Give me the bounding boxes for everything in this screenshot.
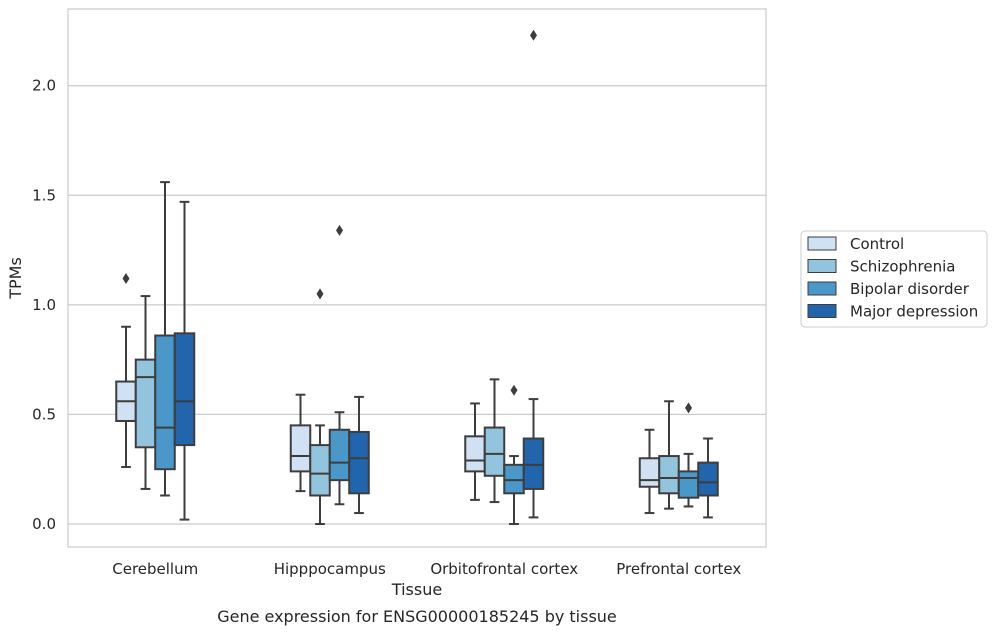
box-body xyxy=(173,332,196,447)
box-1-1 xyxy=(309,288,331,525)
legend-label: Schizophrenia xyxy=(850,258,955,276)
box-body xyxy=(289,424,312,473)
box-1-3 xyxy=(348,395,370,515)
x-tick-labels: Cerebellum Hipppocampus Orbitofrontal cort… xyxy=(112,560,741,578)
legend-label: Major depression xyxy=(850,303,978,321)
box-1-0 xyxy=(289,393,312,493)
outlier-point xyxy=(685,402,692,414)
box-3-2 xyxy=(677,402,700,508)
x-tick-label: Hipppocampus xyxy=(274,560,386,578)
y-tick-label: 1.5 xyxy=(32,186,56,204)
box-body xyxy=(328,428,351,482)
box-body xyxy=(348,430,370,495)
box-2-2 xyxy=(503,384,525,525)
box-body xyxy=(134,358,157,449)
x-axis-label: Tissue xyxy=(391,580,442,599)
x-tick-label: Prefrontal cortex xyxy=(616,560,741,578)
box-3-0 xyxy=(638,428,661,515)
outlier-point xyxy=(530,29,537,41)
box-body xyxy=(309,444,331,497)
box-3-3 xyxy=(697,437,719,519)
y-tick-labels: 0.0 0.5 1.0 1.5 2.0 xyxy=(32,77,56,533)
box-body xyxy=(638,457,661,488)
y-tick-label: 2.0 xyxy=(32,77,56,95)
legend-swatch xyxy=(807,236,837,251)
figure-caption: Gene expression for ENSG00000185245 by t… xyxy=(217,607,617,626)
plot-frame xyxy=(67,8,767,548)
box-2-3 xyxy=(522,29,545,519)
box-body xyxy=(697,461,719,497)
box-body xyxy=(522,437,545,490)
legend-swatch xyxy=(807,304,837,318)
box-0-2 xyxy=(154,181,176,497)
box-0-0 xyxy=(115,273,137,469)
outlier-point xyxy=(122,273,130,285)
box-2-1 xyxy=(483,378,506,504)
outlier-point xyxy=(510,384,518,396)
y-tick-label: 0.0 xyxy=(32,515,56,533)
box-body xyxy=(154,334,176,471)
y-tick-label: 0.5 xyxy=(32,405,56,423)
x-tick-label: Cerebellum xyxy=(112,560,198,578)
outlier-point xyxy=(336,224,343,236)
box-body xyxy=(483,426,506,477)
box-body xyxy=(503,463,525,495)
legend-label: Bipolar disorder xyxy=(850,280,970,298)
box-0-1 xyxy=(134,295,157,490)
legend-label: Control xyxy=(850,235,904,253)
legend-swatch xyxy=(807,281,837,296)
legend: Control Schizophrenia Bipolar disorder Majo… xyxy=(800,230,988,328)
box-0-3 xyxy=(173,200,196,521)
box-body xyxy=(677,470,700,499)
y-axis-label: TPMs xyxy=(6,257,25,300)
box-body xyxy=(464,435,486,473)
box-1-2 xyxy=(328,224,351,506)
legend-frame xyxy=(800,230,988,328)
box-2-0 xyxy=(464,402,486,501)
box-groups xyxy=(115,29,719,525)
box-3-1 xyxy=(658,400,680,510)
box-body xyxy=(658,455,680,495)
y-tick-label: 1.0 xyxy=(32,296,56,314)
outlier-point xyxy=(316,288,324,300)
legend-swatch xyxy=(807,259,837,273)
x-tick-label: Orbitofrontal cortex xyxy=(430,560,578,578)
